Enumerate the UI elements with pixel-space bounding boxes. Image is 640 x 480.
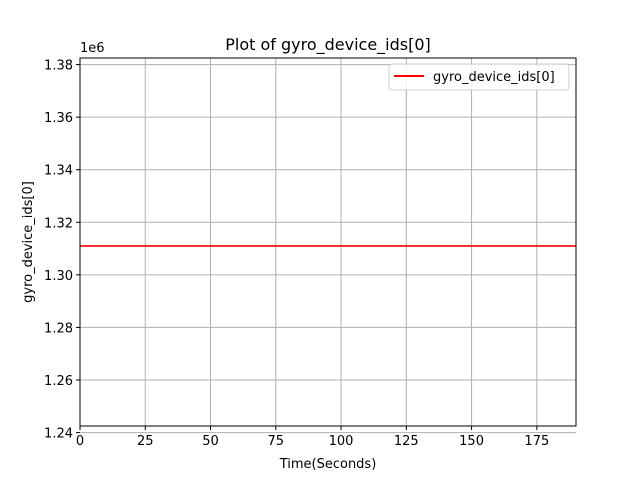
x-axis-label: Time(Seconds) [279, 457, 377, 472]
y-tick-label: 1.28 [44, 321, 73, 336]
x-tick-label: 100 [329, 434, 354, 449]
x-tick-label: 175 [524, 434, 549, 449]
x-tick-label: 75 [268, 434, 285, 449]
legend-entry-label: gyro_device_ids[0] [433, 70, 555, 85]
y-axis-ticks: 1.24 1.26 1.28 1.30 1.32 1.34 1.36 1.38 [44, 59, 80, 442]
y-tick-label: 1.36 [44, 111, 73, 126]
x-tick-label: 0 [76, 434, 84, 449]
y-tick-label: 1.34 [44, 164, 73, 179]
y-axis-label: gyro_device_ids[0] [21, 181, 36, 303]
x-tick-label: 25 [137, 434, 154, 449]
x-tick-label: 50 [202, 434, 219, 449]
grid [79, 58, 576, 434]
y-tick-label: 1.26 [44, 374, 73, 389]
x-axis-ticks: 0 25 50 75 100 125 150 175 [76, 426, 549, 449]
y-tick-label: 1.30 [44, 269, 73, 284]
y-tick-label: 1.32 [44, 216, 73, 231]
y-tick-label: 1.24 [44, 427, 73, 442]
plot-frame [79, 57, 577, 427]
chart-title: Plot of gyro_device_ids[0] [225, 35, 431, 55]
y-offset-label: 1e6 [80, 41, 105, 56]
legend-box [388, 63, 570, 91]
x-tick-label: 150 [459, 434, 484, 449]
y-tick-label: 1.38 [44, 59, 73, 74]
legend: gyro_device_ids[0] [388, 63, 570, 91]
x-tick-label: 125 [394, 434, 419, 449]
